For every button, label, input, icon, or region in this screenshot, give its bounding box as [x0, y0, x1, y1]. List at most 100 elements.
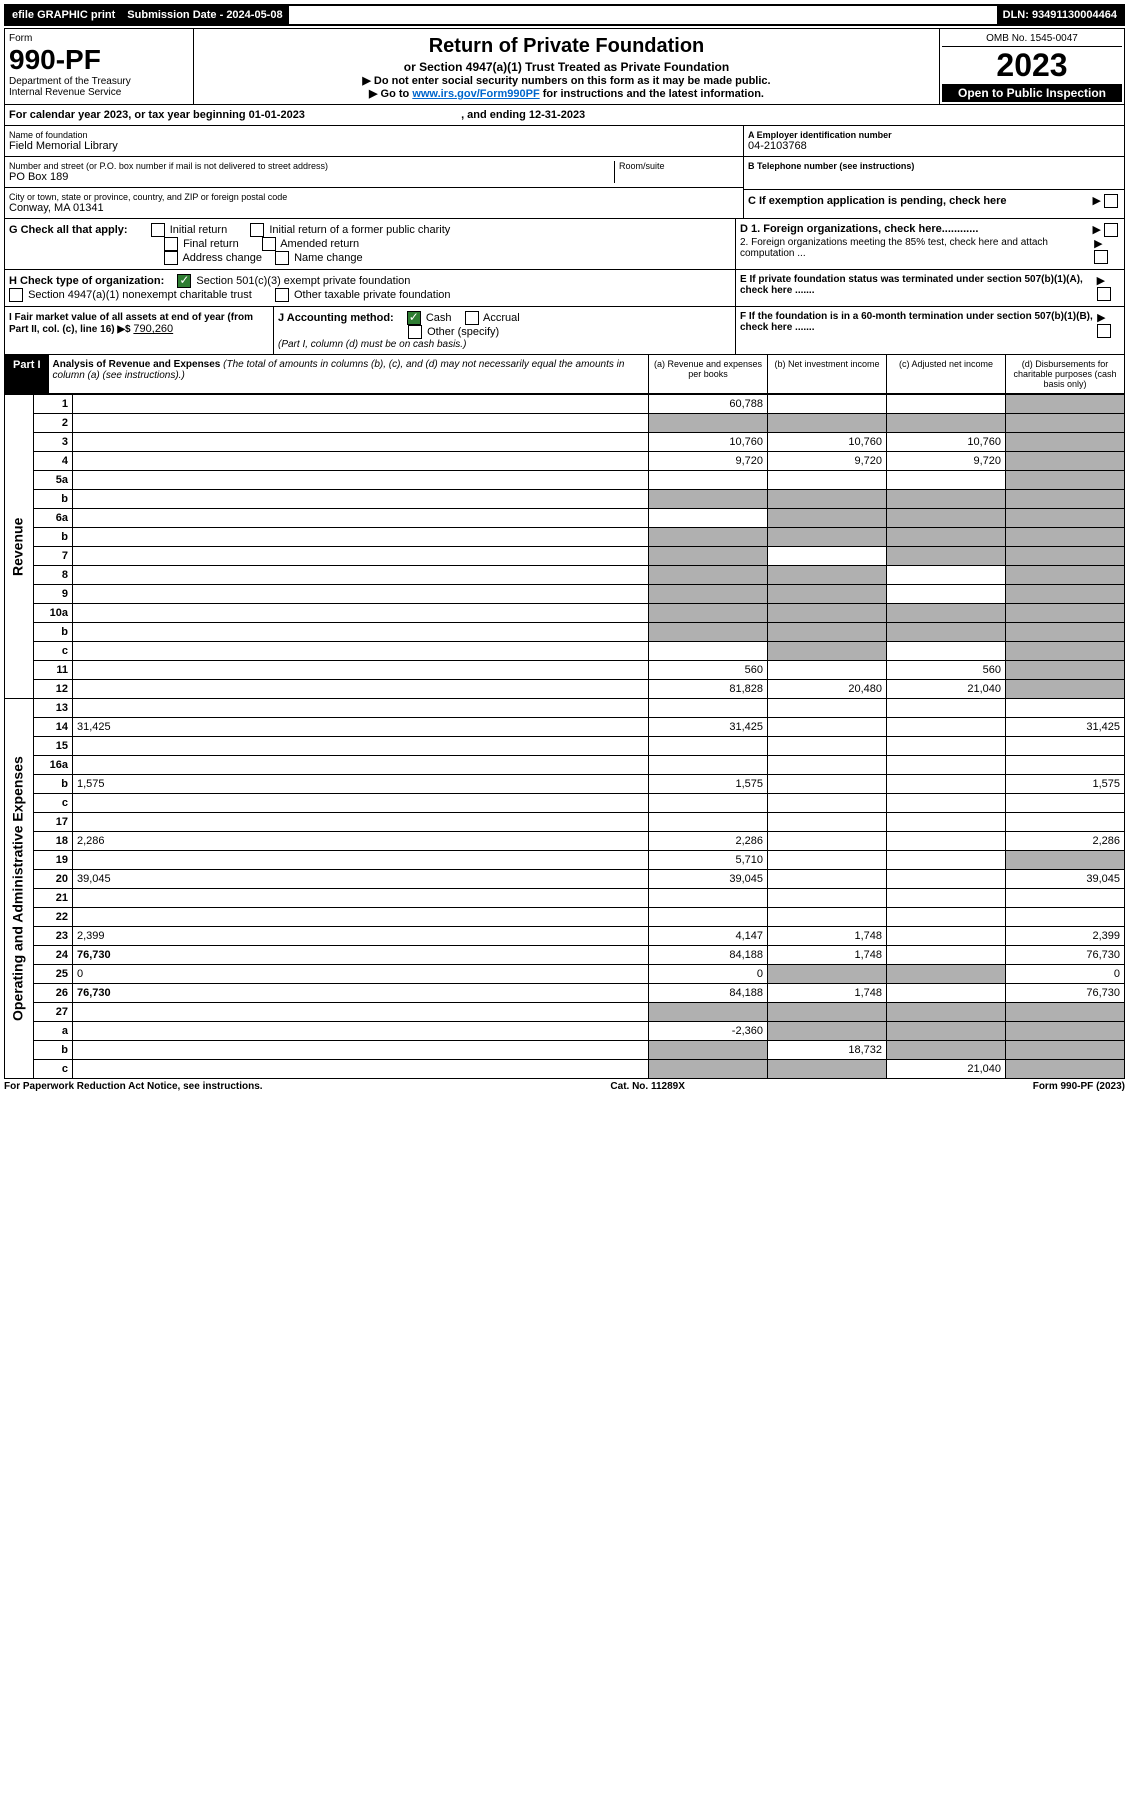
- table-row: 11560560: [5, 661, 1125, 680]
- cell-b: 10,760: [768, 433, 887, 452]
- row-description: 1,575: [73, 775, 649, 794]
- j-label: J Accounting method:: [278, 312, 394, 324]
- cell-a: [649, 471, 768, 490]
- row-description: [73, 585, 649, 604]
- cell-c: [887, 870, 1006, 889]
- cell-b: [768, 794, 887, 813]
- cell-d: [1006, 794, 1125, 813]
- row-number: 12: [34, 680, 73, 699]
- table-row: c: [5, 794, 1125, 813]
- row-description: [73, 737, 649, 756]
- h-501c3-check[interactable]: [177, 274, 191, 288]
- cell-a: [649, 509, 768, 528]
- table-row: 22: [5, 908, 1125, 927]
- cell-c: [887, 984, 1006, 1003]
- row-number: b: [34, 775, 73, 794]
- cell-d: [1006, 851, 1125, 870]
- cell-b: [768, 1003, 887, 1022]
- cell-d: [1006, 908, 1125, 927]
- cell-a: [649, 813, 768, 832]
- row-number: 11: [34, 661, 73, 680]
- table-row: 2039,04539,04539,045: [5, 870, 1125, 889]
- row-number: 26: [34, 984, 73, 1003]
- cell-a: [649, 623, 768, 642]
- cell-b: [768, 623, 887, 642]
- cell-a: [649, 642, 768, 661]
- cell-d: [1006, 490, 1125, 509]
- row-description: [73, 395, 649, 414]
- cell-d: 2,399: [1006, 927, 1125, 946]
- info-section: Name of foundation Field Memorial Librar…: [4, 126, 1125, 219]
- col-a-head: (a) Revenue and expenses per books: [648, 355, 767, 393]
- i-j-f-row: I Fair market value of all assets at end…: [4, 307, 1125, 355]
- cell-b: [768, 756, 887, 775]
- part1-header-row: Part I Analysis of Revenue and Expenses …: [4, 355, 1125, 394]
- cell-a: [649, 490, 768, 509]
- cell-d: [1006, 395, 1125, 414]
- col-c-head: (c) Adjusted net income: [886, 355, 1005, 393]
- table-row: b18,732: [5, 1041, 1125, 1060]
- row-description: [73, 414, 649, 433]
- cell-a: 1,575: [649, 775, 768, 794]
- cell-b: [768, 965, 887, 984]
- row-description: [73, 433, 649, 452]
- cell-b: [768, 490, 887, 509]
- table-row: c21,040: [5, 1060, 1125, 1079]
- cell-a: 39,045: [649, 870, 768, 889]
- row-number: b: [34, 490, 73, 509]
- c-exemption: C If exemption application is pending, c…: [748, 195, 1007, 207]
- cell-b: [768, 870, 887, 889]
- cell-a: [649, 566, 768, 585]
- h-label: H Check type of organization:: [9, 275, 164, 287]
- g-d-row: G Check all that apply: Initial return I…: [4, 219, 1125, 270]
- cell-d: [1006, 604, 1125, 623]
- ein-label: A Employer identification number: [748, 130, 1120, 140]
- table-row: a-2,360: [5, 1022, 1125, 1041]
- table-row: Operating and Administrative Expenses13: [5, 699, 1125, 718]
- table-row: 2676,73084,1881,74876,730: [5, 984, 1125, 1003]
- c-checkbox[interactable]: [1104, 194, 1118, 208]
- row-number: 15: [34, 737, 73, 756]
- cell-c: 21,040: [887, 680, 1006, 699]
- ein-value: 04-2103768: [748, 140, 1120, 152]
- cell-b: 1,748: [768, 927, 887, 946]
- cell-c: [887, 490, 1006, 509]
- cell-d: [1006, 889, 1125, 908]
- table-row: Revenue160,788: [5, 395, 1125, 414]
- cell-d: [1006, 813, 1125, 832]
- i-fmv-label: I Fair market value of all assets at end…: [9, 312, 253, 335]
- irs-link[interactable]: www.irs.gov/Form990PF: [412, 88, 539, 100]
- footer-left: For Paperwork Reduction Act Notice, see …: [4, 1081, 263, 1092]
- cell-c: [887, 946, 1006, 965]
- table-row: 21: [5, 889, 1125, 908]
- cell-b: [768, 414, 887, 433]
- table-row: 2476,73084,1881,74876,730: [5, 946, 1125, 965]
- cell-a: [649, 547, 768, 566]
- row-description: [73, 547, 649, 566]
- row-description: [73, 566, 649, 585]
- row-number: 1: [34, 395, 73, 414]
- foundation-name: Field Memorial Library: [9, 140, 739, 152]
- cell-d: [1006, 585, 1125, 604]
- cell-d: [1006, 661, 1125, 680]
- row-number: 24: [34, 946, 73, 965]
- g-label: G Check all that apply:: [9, 224, 128, 236]
- table-row: 8: [5, 566, 1125, 585]
- cell-a: [649, 737, 768, 756]
- cell-c: [887, 813, 1006, 832]
- cell-a: 5,710: [649, 851, 768, 870]
- cell-a: 9,720: [649, 452, 768, 471]
- row-description: [73, 889, 649, 908]
- j-cash-check[interactable]: [407, 311, 421, 325]
- cell-a: 560: [649, 661, 768, 680]
- cell-d: 31,425: [1006, 718, 1125, 737]
- cell-d: [1006, 528, 1125, 547]
- table-row: 182,2862,2862,286: [5, 832, 1125, 851]
- row-description: 76,730: [73, 946, 649, 965]
- row-number: 23: [34, 927, 73, 946]
- table-row: b: [5, 528, 1125, 547]
- table-row: 2: [5, 414, 1125, 433]
- cell-c: [887, 547, 1006, 566]
- cell-b: [768, 718, 887, 737]
- row-number: 18: [34, 832, 73, 851]
